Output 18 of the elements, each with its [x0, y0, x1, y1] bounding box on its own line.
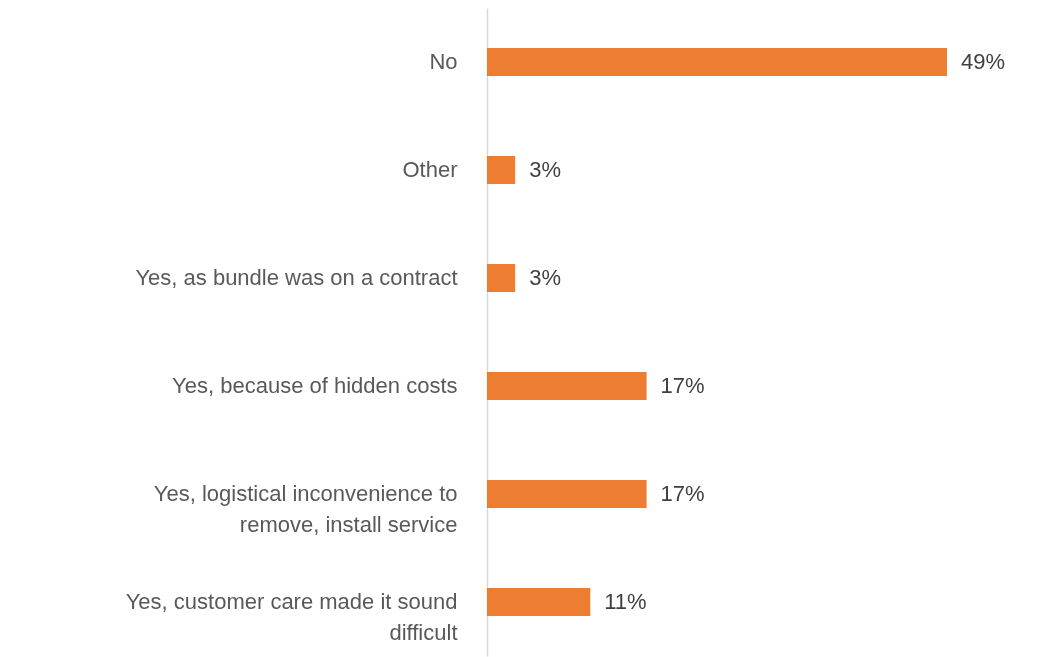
data-label: 3%	[529, 265, 561, 290]
bar	[487, 264, 516, 292]
data-label: 17%	[660, 481, 705, 506]
bar	[487, 480, 647, 508]
y-tick-label: No	[429, 49, 458, 74]
bar	[487, 48, 947, 76]
y-tick-label: Yes, as bundle was on a contract	[135, 265, 458, 290]
bar	[487, 588, 591, 616]
data-label: 11%	[604, 589, 647, 614]
y-tick-label: Other	[402, 157, 458, 182]
data-label: 49%	[961, 49, 1006, 74]
bar	[487, 372, 647, 400]
data-label: 17%	[660, 373, 705, 398]
y-tick-label: Yes, logistical inconvenience to remove, install service	[153, 481, 458, 537]
y-tick-label: Yes, because of hidden costs	[172, 373, 458, 398]
bar	[487, 156, 516, 184]
y-tick-label: Yes, customer care made it sound difficult	[125, 589, 458, 645]
data-label: 3%	[529, 157, 561, 182]
